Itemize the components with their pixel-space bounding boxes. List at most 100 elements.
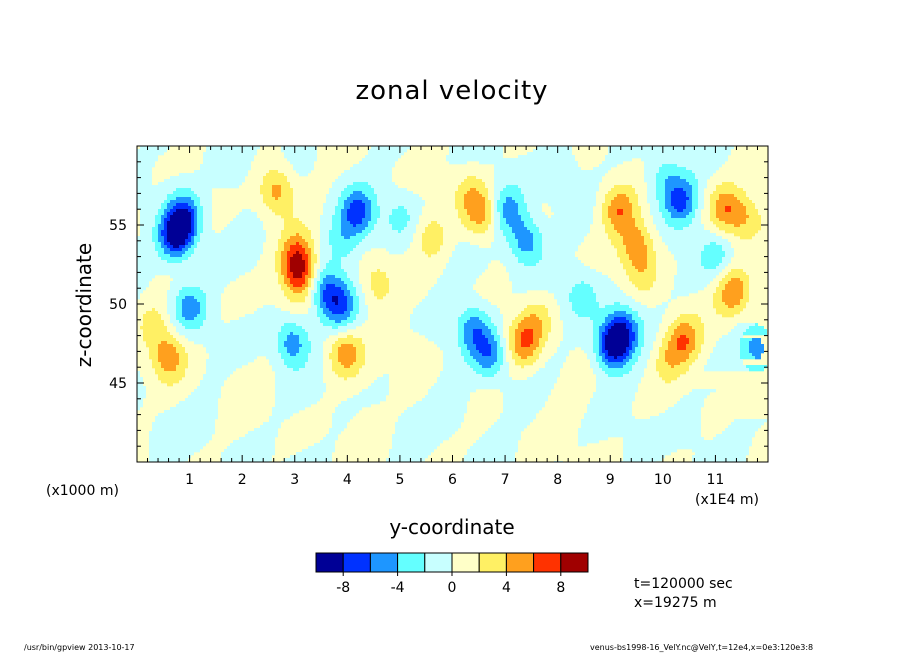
heatmap-cell [392,224,407,228]
heatmap-cell [623,266,635,270]
heatmap-cell [602,344,605,348]
heatmap-cell [509,341,515,345]
heatmap-cell [671,335,680,339]
heatmap-cell [593,341,599,345]
heatmap-cell [308,269,311,273]
heatmap-cell [293,275,302,279]
heatmap-cell [611,200,629,204]
heatmap-cell [527,377,557,381]
heatmap-cell [137,251,158,255]
heatmap-cell [503,410,539,414]
heatmap-cell [353,248,371,252]
heatmap-cell [371,230,398,234]
heatmap-cell [455,200,464,204]
heatmap-cell [725,302,740,306]
heatmap-cell [320,263,326,267]
heatmap-cell [422,239,443,243]
colorbar-tick-label: 4 [502,580,511,596]
heatmap-cell [206,317,221,321]
heatmap-cell [722,260,731,264]
heatmap-cell [536,314,548,318]
heatmap-cell [203,212,212,216]
heatmap-cell [641,233,650,237]
heatmap-cell [191,224,194,228]
heatmap-cell [140,233,152,237]
heatmap-cell [356,350,365,354]
heatmap-cell [188,248,194,252]
heatmap-cell [608,206,632,210]
heatmap-cell [263,422,281,426]
heatmap-cell [356,233,368,237]
heatmap-cell [494,188,503,192]
heatmap-cell [350,314,356,318]
heatmap-cell [194,317,206,321]
heatmap-cell [176,308,182,312]
heatmap-cell [662,212,671,216]
heatmap-cell [164,410,218,414]
heatmap-cell [635,338,638,342]
heatmap-cell [137,179,152,183]
heatmap-cell [203,161,251,165]
heatmap-cell [302,245,308,249]
heatmap-cell [284,242,296,246]
heatmap-cell [278,338,287,342]
heatmap-cell [170,218,191,222]
heatmap-cell [716,212,746,216]
heatmap-cell [668,344,677,348]
colorbar-swatch [533,552,562,573]
heatmap-cell [395,425,461,429]
heatmap-cell [332,182,353,186]
heatmap-cell [728,425,761,429]
heatmap-cell [593,287,620,291]
heatmap-cell [320,248,332,252]
heatmap-cell [374,293,386,297]
heatmap-cell [305,266,308,270]
heatmap-cell [698,194,704,198]
heatmap-cell [161,362,179,366]
heatmap-cell [659,230,710,234]
heatmap-cell [401,413,464,417]
heatmap-cell [137,197,167,201]
heatmap-cell [443,368,473,372]
heatmap-cell [200,302,206,306]
heatmap-cell [137,275,155,279]
heatmap-cell [536,347,542,351]
heatmap-cell [716,185,737,189]
heatmap-cell [287,269,290,273]
heatmap-cell [542,251,575,255]
colorbar-swatch [560,552,589,573]
heatmap-cell [635,218,644,222]
heatmap-cell [665,185,692,189]
heatmap-cell [365,203,371,207]
heatmap-cell [509,245,518,249]
heatmap-cell [413,311,464,315]
heatmap-cell [302,236,311,240]
heatmap-cell [137,194,167,198]
heatmap-cell [161,380,179,384]
heatmap-cell [563,338,593,342]
heatmap-cell [410,320,458,324]
heatmap-cell [491,365,500,369]
heatmap-cell [410,317,458,321]
heatmap-cell [137,158,158,162]
heatmap-cell [317,284,320,288]
heatmap-cell [152,230,158,234]
heatmap-cell [338,374,356,378]
heatmap-cell [287,296,305,300]
heatmap-cell [686,200,692,204]
heatmap-cell [536,371,560,375]
heatmap-cell [152,236,158,240]
heatmap-cell [200,203,212,207]
heatmap-cell [353,224,356,228]
heatmap-cell [386,458,425,462]
heatmap-cell [152,362,161,366]
heatmap-cell [515,233,533,237]
heatmap-cell [710,212,716,216]
heatmap-cell [482,320,491,324]
heatmap-cell [332,344,341,348]
heatmap-cell [713,221,725,225]
heatmap-cell [542,257,578,261]
colorbar: -8 -4 0 4 8 [315,552,589,596]
heatmap-cell [137,236,152,240]
heatmap-cell [617,230,641,234]
